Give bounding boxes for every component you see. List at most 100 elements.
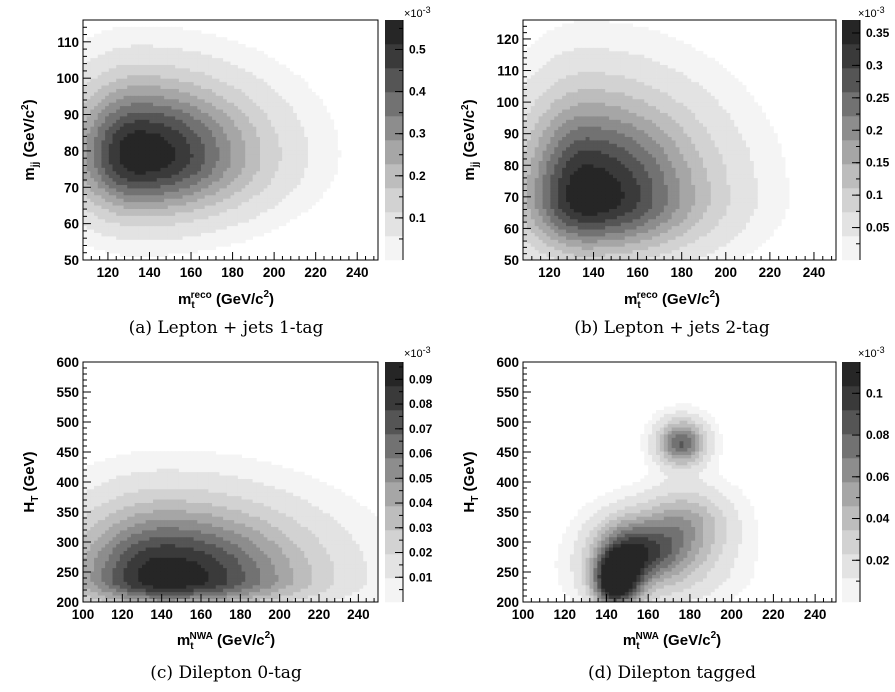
heat-cell (566, 61, 571, 65)
heat-cell (127, 177, 132, 182)
heat-cell (282, 71, 287, 76)
heat-cell (94, 184, 99, 189)
heat-cell (573, 112, 579, 117)
heat-cell (193, 212, 198, 216)
heat-cell (241, 129, 246, 134)
heat-cell (274, 225, 279, 230)
heat-cell (119, 126, 124, 131)
heat-cell (201, 105, 206, 110)
heat-cell (101, 194, 106, 199)
heat-cell (569, 88, 575, 93)
heat-cell (112, 232, 117, 237)
heat-cell (315, 181, 320, 185)
heat-cell (245, 164, 250, 168)
heat-cell (569, 37, 575, 41)
heat-cell (252, 92, 257, 96)
heat-cell (164, 194, 169, 199)
heat-cell (186, 122, 191, 127)
heat-cell (311, 188, 316, 192)
heat-cell (164, 140, 169, 144)
heat-cell (83, 174, 88, 179)
heat-cell (573, 26, 579, 31)
heat-cell (90, 177, 95, 182)
heat-cell (226, 167, 231, 172)
heat-cell (569, 95, 575, 100)
heat-cell (263, 205, 268, 209)
heat-cell (237, 170, 242, 175)
heat-cell (550, 164, 555, 168)
heat-cell (252, 74, 257, 79)
heat-cell (83, 95, 88, 100)
heat-cell (186, 212, 191, 216)
heat-cell (573, 68, 579, 72)
heat-cell (538, 153, 543, 158)
heat-cell (182, 122, 187, 127)
heat-cell (116, 174, 121, 179)
heat-cell (201, 184, 206, 189)
heat-cell (116, 30, 121, 35)
heat-cell (215, 174, 220, 179)
heat-cell (234, 88, 239, 93)
heat-cell (245, 218, 250, 223)
heat-cell (534, 116, 540, 120)
heat-cell (234, 57, 239, 62)
heat-cell (526, 88, 532, 93)
heat-cell (189, 61, 195, 65)
heat-cell (167, 157, 172, 161)
heat-cell (237, 198, 242, 203)
heat-cell (178, 136, 183, 141)
heat-cell (134, 236, 139, 240)
heat-cell (90, 208, 95, 213)
heat-cell (542, 191, 547, 196)
heat-cell (566, 242, 571, 247)
heat-cell (182, 218, 187, 223)
heat-cell (101, 126, 106, 131)
heat-cell (94, 140, 99, 144)
heat-cell (134, 64, 139, 69)
heat-cell (86, 150, 91, 155)
heat-cell (311, 181, 316, 185)
heat-cell (248, 95, 254, 100)
heat-cell (550, 150, 555, 155)
heat-cell (256, 201, 261, 206)
heat-cell (322, 133, 327, 137)
heat-cell (237, 239, 242, 244)
heat-cell (175, 229, 180, 233)
heat-cell (234, 205, 239, 209)
heat-cell (554, 198, 559, 203)
heat-cell (554, 160, 559, 165)
heat-cell (526, 208, 532, 213)
heat-cell (178, 153, 183, 158)
heat-cell (160, 184, 165, 189)
heat-cell (245, 184, 250, 189)
heat-cell (263, 157, 268, 161)
heat-cell (97, 68, 102, 72)
heat-cell (322, 119, 327, 124)
heat-cell (230, 160, 235, 165)
heat-cell (193, 201, 198, 206)
heat-cell (226, 68, 231, 72)
heat-cell (573, 225, 579, 230)
heat-cell (130, 71, 136, 76)
heat-cell (293, 170, 298, 175)
heat-cell (182, 140, 187, 144)
heat-cell (90, 212, 95, 216)
heat-cell (230, 222, 235, 227)
heat-cell (160, 249, 165, 254)
heat-cell (101, 57, 106, 62)
heat-cell (562, 74, 567, 79)
heat-cell (127, 37, 132, 41)
heat-cell (193, 85, 198, 89)
heat-cell (212, 143, 217, 148)
heat-cell (189, 102, 195, 107)
heat-cell (123, 50, 128, 55)
heat-cell (267, 71, 272, 76)
heat-cell (101, 109, 106, 113)
heat-cell (581, 194, 586, 199)
heat-cell (278, 157, 283, 161)
heat-cell (212, 122, 217, 127)
heat-cell (97, 112, 102, 117)
heat-cell (86, 133, 91, 137)
heat-cell (149, 102, 154, 107)
heat-cell (226, 212, 231, 216)
